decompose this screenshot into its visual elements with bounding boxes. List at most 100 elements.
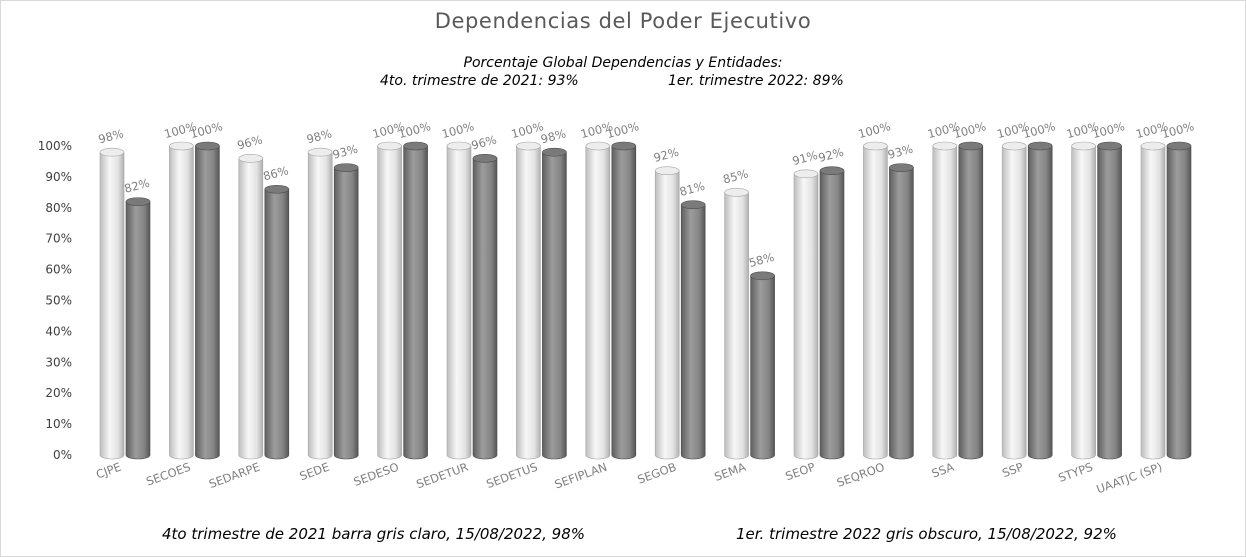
bar-cap [264, 184, 290, 194]
bar-cap [1166, 141, 1192, 151]
footer-right-note: 1er. trimestre 2022 gris obscuro, 15/08/… [736, 525, 1117, 543]
category-label: SEMA [712, 460, 747, 484]
data-label: 93% [331, 142, 359, 162]
category-label: UAATJC (SP) [1095, 460, 1165, 497]
bar-cap [472, 154, 498, 163]
bar-2021-q4 [863, 141, 888, 460]
bar-body [889, 167, 914, 460]
bar-body [195, 145, 220, 460]
bar-cap [125, 197, 151, 206]
bar-cap [819, 166, 845, 176]
data-label: 82% [123, 176, 151, 196]
bar-2021-q4 [307, 147, 333, 460]
category-label: SSA [930, 460, 956, 481]
bar-body [99, 151, 125, 460]
bar-2021-q4 [585, 141, 611, 460]
bar-body [238, 158, 264, 460]
bar-2022-q1 [1166, 141, 1192, 460]
data-label: 98% [97, 126, 125, 146]
bar-body [307, 151, 333, 460]
bar-2022-q1 [1097, 141, 1122, 460]
bar-cap [611, 141, 637, 151]
y-tick-label: 80% [45, 201, 72, 215]
bar-cap [1097, 141, 1122, 151]
bar-cap [1140, 141, 1166, 151]
y-tick-label: 60% [45, 263, 72, 277]
data-label: 93% [886, 142, 914, 162]
bar-body [1140, 145, 1166, 460]
bar-body [680, 204, 706, 460]
bar-2022-q1 [819, 166, 845, 460]
category-label: SEDE [298, 460, 332, 484]
bar-cap [1001, 141, 1027, 151]
bar-cap [403, 141, 428, 151]
bar-2021-q4 [238, 154, 264, 460]
bar-2022-q1 [1027, 141, 1053, 460]
y-tick-label: 20% [45, 386, 72, 400]
category-label: SECOES [144, 460, 192, 489]
bar-cap [169, 141, 194, 151]
bar-2021-q4 [99, 147, 125, 460]
bar-cap [863, 141, 888, 151]
bar-body [377, 145, 402, 460]
bar-2022-q1 [750, 271, 775, 460]
data-label: 85% [721, 166, 749, 186]
bar-2022-q1 [125, 197, 151, 460]
bar-body [1001, 145, 1027, 460]
bar-body [1097, 145, 1122, 460]
bar-2021-q4 [793, 169, 819, 460]
data-label: 92% [652, 145, 680, 165]
bar-2021-q4 [1140, 141, 1166, 460]
bar-body [1027, 145, 1053, 460]
category-label: SEDETUR [414, 460, 470, 492]
category-label: SEDARPE [207, 460, 262, 491]
y-tick-label: 50% [45, 294, 72, 308]
bar-2022-q1 [264, 184, 290, 460]
y-tick-label: 100% [38, 139, 72, 153]
bar-body [1166, 145, 1192, 460]
bar-2021-q4 [654, 166, 680, 460]
category-label: SEOP [784, 460, 818, 484]
bar-2021-q4 [446, 141, 472, 460]
bar-2022-q1 [958, 141, 984, 460]
bar-cap [307, 147, 333, 157]
category-label: CJPE [94, 460, 123, 482]
bar-2021-q4 [377, 141, 402, 460]
bar-2021-q4 [1001, 141, 1027, 460]
bar-2021-q4 [169, 141, 194, 460]
bar-body [516, 145, 541, 460]
bar-body [542, 151, 567, 460]
category-label: SSP [1000, 460, 1025, 481]
bar-body [125, 201, 151, 460]
category-label: SEQROO [835, 460, 887, 490]
bar-body [611, 145, 637, 460]
data-label: 96% [236, 132, 264, 152]
bar-body [169, 145, 194, 460]
bar-cap [958, 141, 984, 151]
bar-2022-q1 [333, 163, 359, 460]
bar-2021-q4 [516, 141, 541, 460]
y-axis: 0% 10% 20% 30% 40% 50% 60% 70% 80% 90% 100% [38, 139, 72, 462]
bar-2022-q1 [889, 163, 914, 460]
subtitle-left: 4to. trimestre de 2021: 93% [380, 73, 579, 89]
bar-cap [542, 147, 567, 157]
bar-cap [793, 169, 819, 179]
y-tick-label: 0% [53, 448, 72, 462]
data-label: 81% [678, 179, 706, 199]
bar-body [863, 145, 888, 460]
bar-body [724, 192, 749, 460]
bar-2022-q1 [680, 200, 706, 460]
x-axis: CJPE SECOES SEDARPE SEDE SEDESO SEDETUR SEDETU… [94, 460, 1164, 497]
y-tick-label: 40% [45, 324, 72, 338]
bar-cap [889, 163, 914, 172]
y-tick-label: 90% [45, 170, 72, 184]
bar-cap [750, 271, 775, 281]
bar-body [750, 275, 775, 460]
data-label: 98% [305, 126, 333, 146]
data-label: 91% [791, 148, 819, 168]
category-label: SEDESO [352, 460, 401, 489]
footer-left-note: 4to trimestre de 2021 barra gris claro, … [162, 525, 586, 543]
bar-cap [680, 200, 706, 210]
bar-body [932, 145, 958, 460]
